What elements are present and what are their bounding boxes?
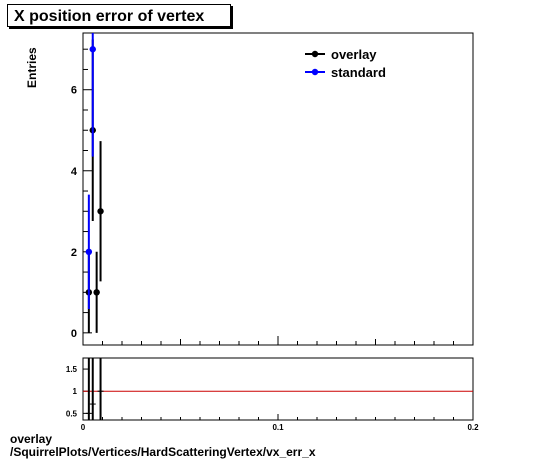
legend: overlay standard xyxy=(305,47,386,80)
x-tick-label: 0.1 xyxy=(272,423,284,432)
legend-marker-overlay xyxy=(311,50,319,58)
legend-label-standard: standard xyxy=(331,65,386,80)
main-plot-frame xyxy=(82,32,474,346)
y-tick-label: 0 xyxy=(71,328,77,340)
overlay-point xyxy=(93,289,100,296)
ratio-plot-frame xyxy=(82,357,474,421)
main-axes: 0 2 4 6 xyxy=(71,48,474,345)
x-tick-label: 0.2 xyxy=(467,423,479,432)
caption-line-2: /SquirrelPlots/Vertices/HardScatteringVe… xyxy=(10,445,316,459)
legend-marker-standard xyxy=(311,68,319,76)
ratio-y-tick-label: 1.5 xyxy=(66,365,78,374)
ratio-axes: 0 0.1 0.2 0.5 1 1.5 xyxy=(66,365,479,432)
ratio-data-layer xyxy=(83,358,473,420)
chart-title: X position error of vertex xyxy=(7,4,231,27)
overlay-point xyxy=(97,208,104,215)
y-tick-label: 6 xyxy=(71,85,77,97)
main-data-layer xyxy=(85,33,104,333)
caption-line-1: overlay xyxy=(10,432,53,446)
standard-point xyxy=(89,46,96,53)
legend-label-overlay: overlay xyxy=(331,47,377,62)
standard-point xyxy=(85,248,93,256)
ratio-y-tick-label: 1 xyxy=(73,387,78,396)
caption: overlay /SquirrelPlots/Vertices/HardScat… xyxy=(10,433,316,459)
x-tick-label: 0 xyxy=(81,423,86,432)
y-tick-label: 2 xyxy=(71,247,77,259)
ratio-y-tick-label: 0.5 xyxy=(66,409,78,418)
y-tick-label: 4 xyxy=(71,166,78,178)
